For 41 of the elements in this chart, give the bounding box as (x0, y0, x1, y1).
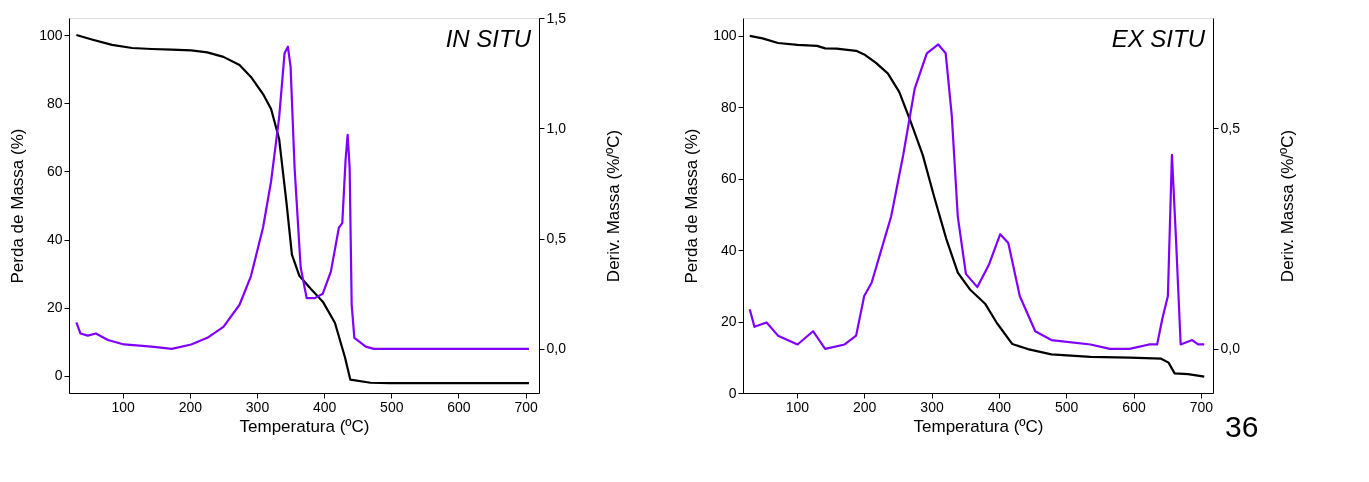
y-tick-label: 80 (720, 98, 737, 115)
y2-tick-label: 1,0 (546, 119, 567, 136)
y2-tick-label: 1,5 (546, 9, 567, 26)
x-axis-title: Temperatura (ºC) (913, 416, 1044, 436)
y-tick-label: 60 (46, 162, 63, 179)
chart-title: IN SITU (445, 25, 532, 52)
y2-tick-label: 0,0 (1220, 340, 1241, 357)
text: 36 (1225, 410, 1259, 443)
x-tick-label: 100 (111, 398, 136, 415)
y-axis-title: Perda de Massa (%) (8, 128, 28, 284)
y-tick-label: 100 (39, 26, 63, 43)
x-tick-label: 200 (178, 398, 203, 415)
y-tick-label: 20 (46, 299, 63, 316)
y2-axis-title: Deriv. Massa (%/ºC) (603, 129, 623, 283)
y-tick-label: 80 (46, 94, 63, 111)
y2-tick-label: 0,5 (1220, 119, 1241, 136)
y2-tick-label: 0,5 (546, 230, 567, 247)
x-tick-label: 500 (1055, 398, 1079, 415)
x-tick-label: 200 (853, 398, 877, 415)
x-tick-label: 700 (514, 398, 538, 415)
x-tick-label: 300 (245, 398, 270, 415)
y-tick-label: 60 (720, 170, 737, 187)
y-tick-label: 20 (720, 313, 737, 330)
x-tick-label: 400 (312, 398, 337, 415)
x-tick-label: 600 (1122, 398, 1146, 415)
y-tick-label: 0 (728, 384, 737, 401)
y-tick-label: 0 (54, 367, 63, 384)
y-tick-label: 100 (713, 27, 737, 44)
y-tick-label: 40 (46, 231, 63, 248)
x-tick-label: 400 (987, 398, 1012, 415)
y2-tick-label: 0,0 (546, 340, 567, 357)
x-axis-title: Temperatura (ºC) (239, 416, 370, 436)
y-axis-title: Perda de Massa (%) (682, 128, 702, 284)
x-tick-label: 300 (920, 398, 944, 415)
x-tick-label: 700 (1189, 398, 1214, 415)
y2-axis-title: Deriv. Massa (%/ºC) (1277, 129, 1297, 283)
x-tick-label: 600 (447, 398, 471, 415)
chart-title: EX SITU (1111, 25, 1206, 52)
y-tick-label: 40 (720, 241, 737, 258)
x-tick-label: 500 (380, 398, 404, 415)
x-tick-label: 100 (785, 398, 810, 415)
